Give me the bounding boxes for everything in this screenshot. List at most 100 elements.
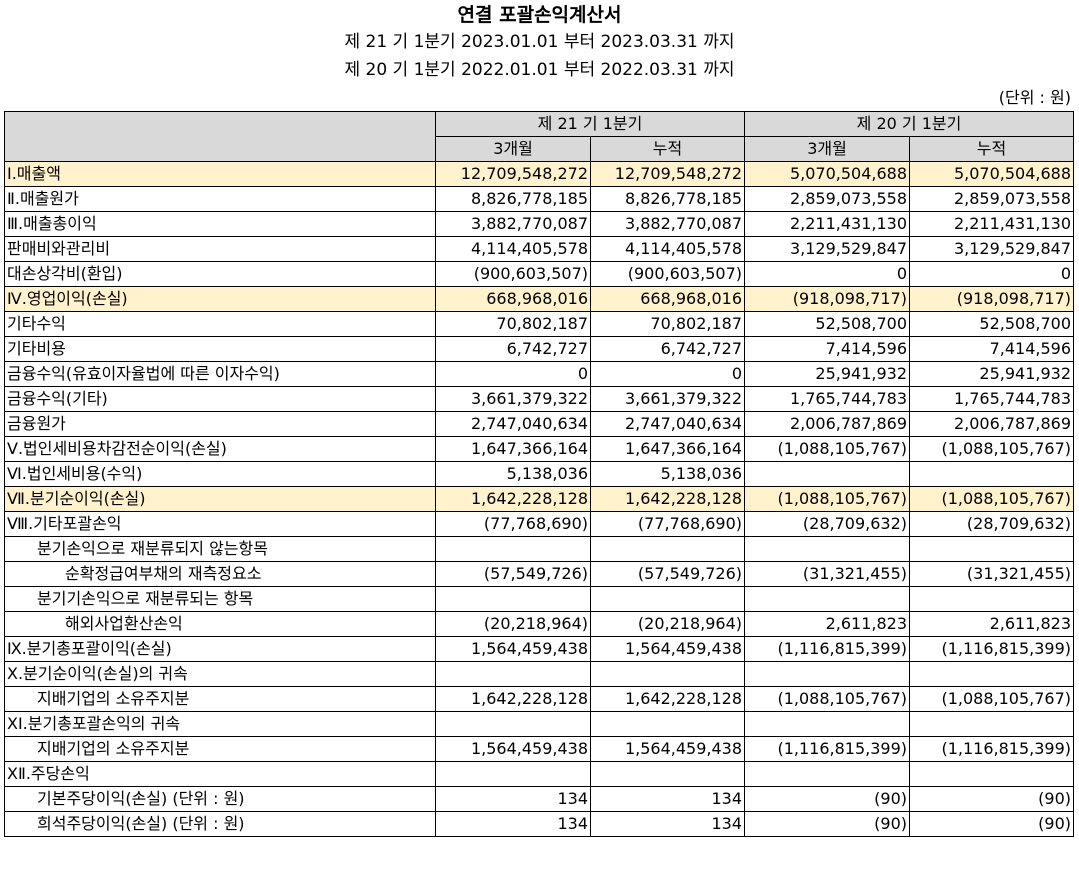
current-3m-value [435, 536, 591, 562]
row-label: 대손상각비(환입) [4, 261, 436, 287]
row-label: 기본주당이익(손실) (단위 : 원) [4, 786, 436, 812]
table-row: Ⅲ.매출총이익 3,882,770,087 3,882,770,087 2,211,4… [4, 211, 1074, 237]
prior-3m-value: 25,941,932 [744, 361, 910, 387]
table-row: 해외사업환산손익 (20,218,964) (20,218,964) 2,611,82… [4, 611, 1074, 637]
prior-3m-value: 7,414,596 [744, 336, 910, 362]
current-3m-value: 5,138,036 [435, 461, 591, 487]
prior-3m-value: 52,508,700 [744, 311, 910, 337]
table-row: Ⅱ.매출원가 8,826,778,185 8,826,778,185 2,859,07… [4, 186, 1074, 212]
header-prior-cumulative: 누적 [909, 136, 1074, 162]
table-row: Ⅵ.법인세비용(수익) 5,138,036 5,138,036 [4, 461, 1074, 487]
prior-cumulative-value: (31,321,455) [909, 561, 1074, 587]
header-prior-period: 제 20 기 1분기 [744, 111, 1074, 137]
table-row: 기타수익 70,802,187 70,802,187 52,508,700 52,508… [4, 311, 1074, 337]
header-row-periods: 제 21 기 1분기 제 20 기 1분기 [4, 111, 1074, 162]
prior-cumulative-value [909, 711, 1074, 737]
row-label: 지배기업의 소유주지분 [4, 686, 436, 712]
prior-cumulative-value: (28,709,632) [909, 511, 1074, 537]
prior-cumulative-value [909, 461, 1074, 487]
current-3m-value: 134 [435, 811, 591, 837]
current-cumulative-value: 0 [590, 361, 745, 387]
current-3m-value: 3,661,379,322 [435, 386, 591, 412]
prior-cumulative-value: 2,859,073,558 [909, 186, 1074, 212]
table-row: 희석주당이익(손실) (단위 : 원) 134 134 (90) (90) [4, 811, 1074, 837]
prior-cumulative-value: 52,508,700 [909, 311, 1074, 337]
prior-cumulative-value: 0 [909, 261, 1074, 287]
current-cumulative-value: 668,968,016 [590, 286, 745, 312]
current-3m-value: 1,642,228,128 [435, 686, 591, 712]
current-3m-value: (57,549,726) [435, 561, 591, 587]
header-current-3m: 3개월 [435, 136, 591, 162]
statement-title: 연결 포괄손익계산서 [457, 4, 622, 26]
current-cumulative-value: 134 [590, 786, 745, 812]
row-label: Ⅸ.분기총포괄이익(손실) [4, 636, 436, 662]
current-3m-value: (20,218,964) [435, 611, 591, 637]
prior-cumulative-value: 3,129,529,847 [909, 236, 1074, 262]
current-cumulative-value: 4,114,405,578 [590, 236, 745, 262]
table-row: 지배기업의 소유주지분 1,642,228,128 1,642,228,128 (1,… [4, 686, 1074, 712]
prior-cumulative-value: 25,941,932 [909, 361, 1074, 387]
row-label: Ⅶ.분기순이익(손실) [4, 486, 436, 512]
row-label: Ⅷ.기타포괄손익 [4, 511, 436, 537]
row-label: 해외사업환산손익 [4, 611, 436, 637]
table-row: 분기기손익으로 재분류되는 항목 [4, 586, 1074, 612]
header-row-sub: 3개월 누적 3개월 누적 [5, 136, 1074, 162]
table-row: Ⅳ.영업이익(손실) 668,968,016 668,968,016 (918,098… [4, 286, 1074, 312]
current-3m-value: 8,826,778,185 [435, 186, 591, 212]
current-cumulative-value: 70,802,187 [590, 311, 745, 337]
current-cumulative-value [590, 536, 745, 562]
prior-cumulative-value: (1,088,105,767) [909, 436, 1074, 462]
current-3m-value: 1,564,459,438 [435, 636, 591, 662]
prior-cumulative-value: (1,088,105,767) [909, 686, 1074, 712]
prior-cumulative-value: 2,211,431,130 [909, 211, 1074, 237]
prior-3m-value: (1,088,105,767) [744, 486, 910, 512]
current-3m-value: 6,742,727 [435, 336, 591, 362]
table-row: Ⅴ.법인세비용차감전순이익(손실) 1,647,366,164 1,647,366,… [4, 436, 1074, 462]
current-3m-value: 4,114,405,578 [435, 236, 591, 262]
prior-cumulative-value: 2,006,787,869 [909, 411, 1074, 437]
row-label: 금융원가 [4, 411, 436, 437]
prior-cumulative-value: 7,414,596 [909, 336, 1074, 362]
prior-3m-value: 2,859,073,558 [744, 186, 910, 212]
current-cumulative-value: (57,549,726) [590, 561, 745, 587]
table-row: 대손상각비(환입) (900,603,507) (900,603,507) 0 0 [4, 261, 1074, 287]
current-cumulative-value [590, 661, 745, 687]
current-cumulative-value: 8,826,778,185 [590, 186, 745, 212]
prior-cumulative-value [909, 536, 1074, 562]
prior-3m-value: 0 [744, 261, 910, 287]
current-cumulative-value [590, 711, 745, 737]
prior-cumulative-value: (1,116,815,399) [909, 636, 1074, 662]
current-3m-value: 1,564,459,438 [435, 736, 591, 762]
row-label: Ⅴ.법인세비용차감전순이익(손실) [4, 436, 436, 462]
prior-cumulative-value [909, 661, 1074, 687]
table-row: Ⅸ.분기총포괄이익(손실) 1,564,459,438 1,564,459,438(… [4, 636, 1074, 662]
table-row: Ⅶ.분기순이익(손실) 1,642,228,128 1,642,228,128 (1,… [4, 486, 1074, 512]
table-row: 지배기업의 소유주지분 1,564,459,438 1,564,459,438 (1,… [4, 736, 1074, 762]
current-cumulative-value: 2,747,040,634 [590, 411, 745, 437]
prior-cumulative-value [909, 586, 1074, 612]
prior-3m-value [744, 586, 910, 612]
current-cumulative-value: 6,742,727 [590, 336, 745, 362]
current-3m-value [435, 761, 591, 787]
prior-3m-value: 2,211,431,130 [744, 211, 910, 237]
prior-period: 제 20 기 1분기 2022.01.01 부터 2022.03.31 까지 [344, 60, 735, 80]
current-3m-value: 134 [435, 786, 591, 812]
current-3m-value: 1,647,366,164 [435, 436, 591, 462]
prior-cumulative-value: 1,765,744,783 [909, 386, 1074, 412]
current-cumulative-value: (77,768,690) [590, 511, 745, 537]
current-3m-value: 3,882,770,087 [435, 211, 591, 237]
current-cumulative-value: 1,564,459,438 [590, 736, 745, 762]
prior-cumulative-value: 2,611,823 [909, 611, 1074, 637]
current-cumulative-value: 1,647,366,164 [590, 436, 745, 462]
current-3m-value [435, 586, 591, 612]
row-label: 금융수익(유효이자율법에 따른 이자수익) [4, 361, 436, 387]
prior-cumulative-value: 5,070,504,688 [909, 161, 1074, 187]
header-prior-3m: 3개월 [744, 136, 910, 162]
current-3m-value: 668,968,016 [435, 286, 591, 312]
prior-cumulative-value: (918,098,717) [909, 286, 1074, 312]
current-3m-value: 12,709,548,272 [435, 161, 591, 187]
table-row: 판매비와관리비 4,114,405,578 4,114,405,578 3,129,5… [4, 236, 1074, 262]
prior-3m-value: 1,765,744,783 [744, 386, 910, 412]
table-row: 기타비용 6,742,727 6,742,727 7,414,596 7,414,596 [4, 336, 1074, 362]
current-3m-value: 0 [435, 361, 591, 387]
